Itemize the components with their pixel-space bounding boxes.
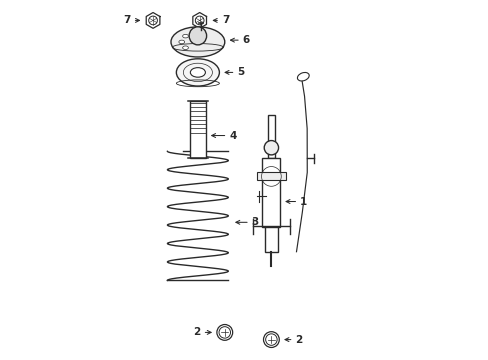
Bar bbox=[264, 226, 278, 252]
Text: 5: 5 bbox=[237, 67, 244, 77]
Ellipse shape bbox=[189, 27, 206, 45]
Text: 3: 3 bbox=[251, 217, 258, 227]
Bar bbox=[257, 172, 285, 180]
Ellipse shape bbox=[183, 34, 188, 38]
Bar bbox=[267, 116, 274, 158]
Circle shape bbox=[217, 324, 232, 340]
Text: 7: 7 bbox=[123, 15, 131, 26]
Text: 2: 2 bbox=[193, 327, 201, 337]
Ellipse shape bbox=[190, 68, 205, 77]
Ellipse shape bbox=[176, 59, 219, 86]
Ellipse shape bbox=[297, 72, 308, 81]
Text: 7: 7 bbox=[222, 15, 229, 26]
Ellipse shape bbox=[183, 46, 188, 50]
Polygon shape bbox=[192, 13, 206, 28]
Ellipse shape bbox=[171, 27, 224, 57]
Circle shape bbox=[263, 332, 279, 347]
Circle shape bbox=[264, 140, 278, 155]
Text: 4: 4 bbox=[229, 131, 236, 140]
Text: 6: 6 bbox=[242, 35, 249, 45]
Polygon shape bbox=[146, 13, 160, 28]
Bar bbox=[262, 158, 280, 226]
Bar bbox=[189, 101, 205, 158]
Text: 1: 1 bbox=[300, 197, 306, 207]
Text: 2: 2 bbox=[295, 334, 302, 345]
Ellipse shape bbox=[179, 40, 184, 44]
